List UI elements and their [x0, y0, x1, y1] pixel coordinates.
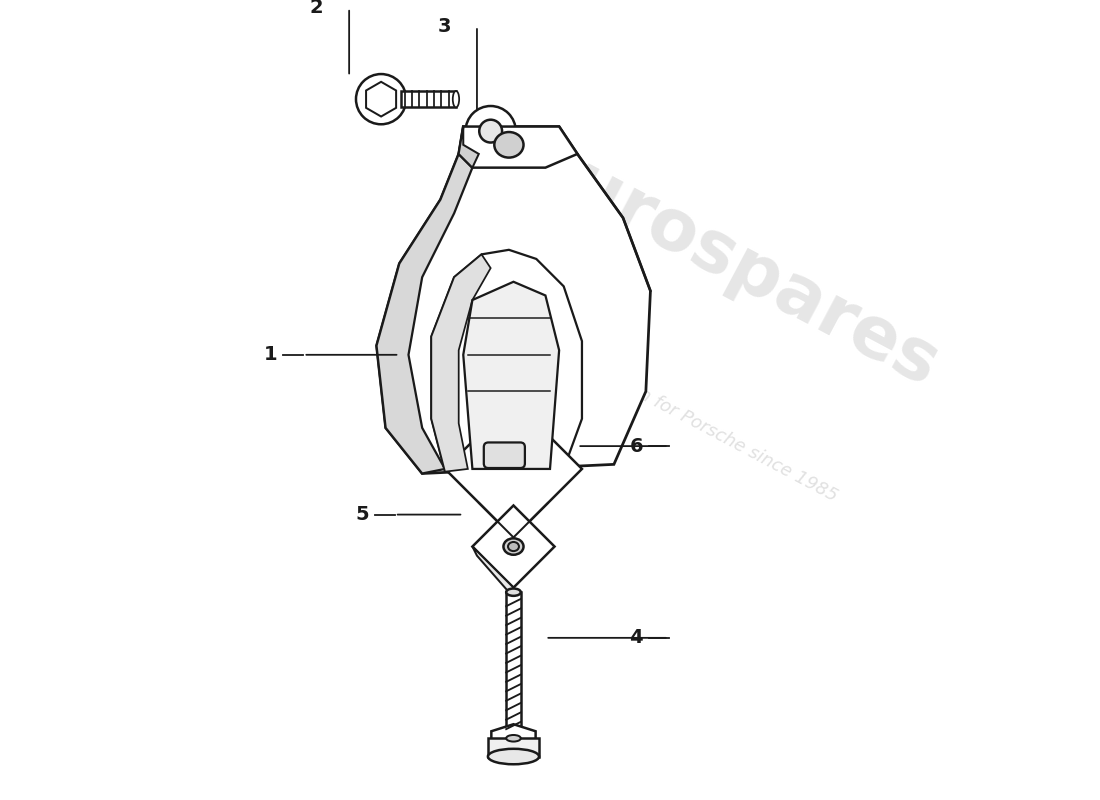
Ellipse shape — [488, 749, 539, 764]
Polygon shape — [366, 82, 396, 117]
Polygon shape — [459, 126, 578, 168]
Text: eurospares: eurospares — [515, 126, 950, 402]
Ellipse shape — [506, 735, 520, 742]
Polygon shape — [459, 126, 478, 168]
Text: 2: 2 — [310, 0, 323, 18]
Text: a passion for Porsche since 1985: a passion for Porsche since 1985 — [570, 350, 840, 506]
Polygon shape — [402, 91, 456, 107]
Polygon shape — [431, 254, 491, 472]
Polygon shape — [472, 546, 514, 592]
Text: 1: 1 — [264, 346, 278, 364]
Text: 3: 3 — [438, 17, 451, 36]
Text: 5: 5 — [355, 505, 370, 524]
Ellipse shape — [480, 120, 502, 142]
Ellipse shape — [494, 132, 524, 158]
Text: 4: 4 — [629, 628, 644, 647]
Ellipse shape — [356, 74, 406, 124]
Ellipse shape — [465, 106, 516, 156]
Polygon shape — [463, 282, 559, 469]
Text: 6: 6 — [629, 437, 644, 456]
Polygon shape — [431, 250, 582, 472]
Polygon shape — [446, 401, 582, 538]
Ellipse shape — [453, 91, 459, 107]
Polygon shape — [488, 738, 539, 757]
Ellipse shape — [506, 589, 520, 596]
Polygon shape — [376, 154, 472, 474]
Polygon shape — [472, 506, 554, 588]
FancyBboxPatch shape — [484, 442, 525, 468]
Polygon shape — [506, 592, 520, 734]
Polygon shape — [376, 126, 650, 474]
Ellipse shape — [508, 542, 519, 551]
Polygon shape — [492, 724, 536, 752]
Ellipse shape — [504, 538, 524, 554]
